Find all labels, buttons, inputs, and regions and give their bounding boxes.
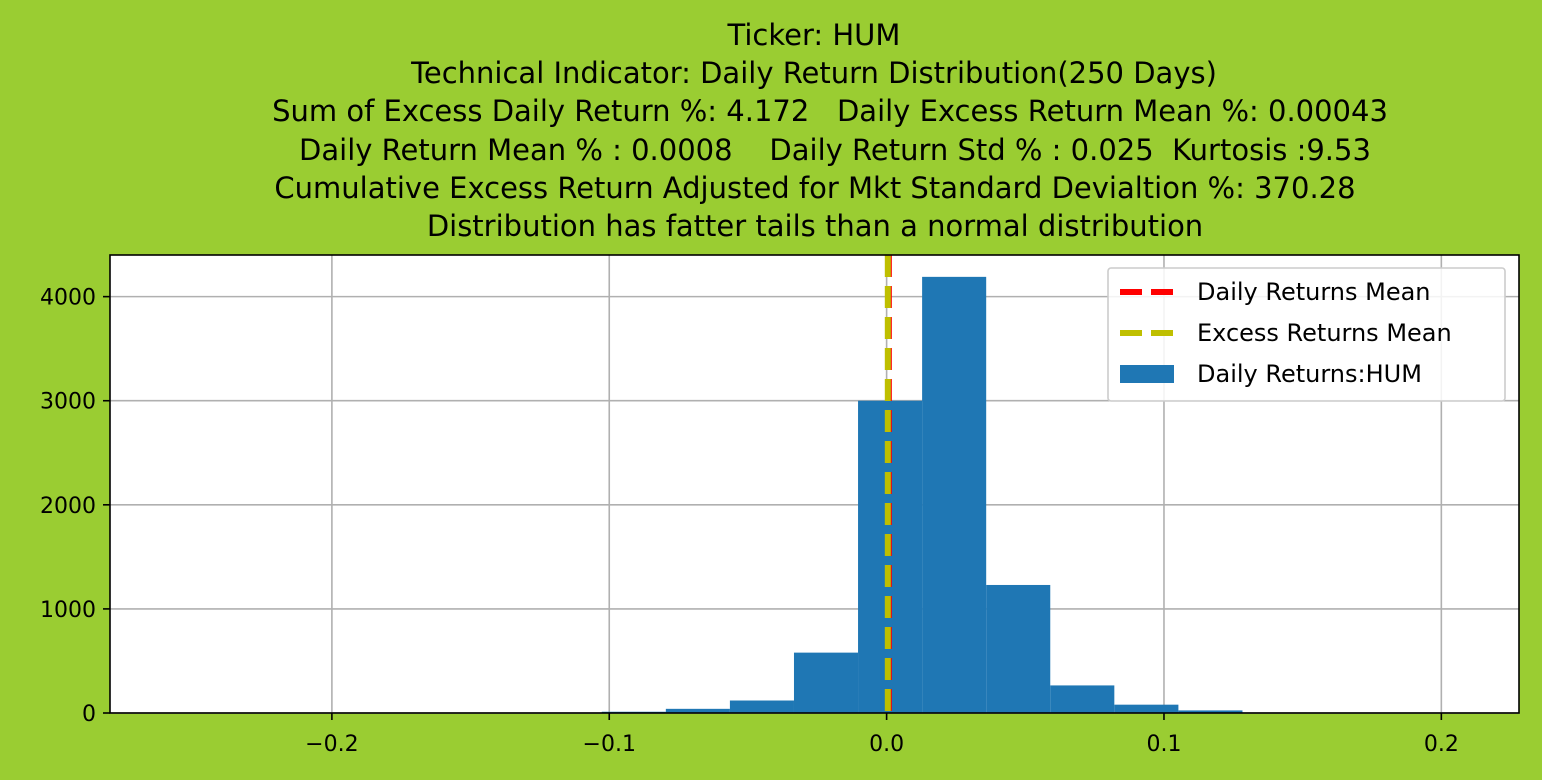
x-tick-label: −0.2 [305, 732, 358, 757]
title-line-return-stats: Daily Return Mean % : 0.0008 Daily Retur… [299, 133, 1371, 167]
histogram-bar [793, 652, 859, 713]
histogram-bar [922, 276, 987, 713]
axis-ticks: −0.2 −0.1 0.0 0.1 0.2 0 1000 2000 3000 4000 [40, 286, 1459, 757]
legend-label: Daily Returns Mean [1197, 278, 1431, 306]
histogram-bar [1114, 704, 1179, 713]
x-tick-label: 0.1 [1146, 732, 1181, 757]
y-tick-label: 4000 [40, 286, 96, 311]
plot-frame [109, 254, 1520, 714]
legend: Daily Returns Mean Excess Returns Mean Dai… [1107, 267, 1506, 402]
x-tick-label: 0.2 [1424, 732, 1459, 757]
title-line-tail-note: Distribution has fatter tails than a nor… [427, 209, 1203, 243]
y-tick-label: 3000 [40, 390, 96, 415]
legend-label: Excess Returns Mean [1197, 319, 1452, 347]
mean-lines [884, 255, 892, 713]
y-tick-label: 1000 [40, 598, 96, 623]
histogram-bar [1050, 685, 1115, 713]
histogram-bar [1178, 710, 1243, 713]
legend-label: Daily Returns:HUM [1197, 360, 1422, 388]
title-line-cumulative: Cumulative Excess Return Adjusted for Mk… [274, 171, 1355, 205]
title-line-ticker: Ticker: HUM [727, 18, 901, 52]
x-tick-label: 0.0 [869, 732, 904, 757]
legend-bar-swatch [1120, 365, 1174, 383]
y-tick-label: 2000 [40, 494, 96, 519]
x-tick-label: −0.1 [583, 732, 636, 757]
chart-title: Ticker: HUM Technical Indicator: Daily R… [272, 18, 1388, 243]
histogram-bar [729, 700, 794, 713]
title-line-excess-stats: Sum of Excess Daily Return %: 4.172 Dail… [272, 94, 1388, 128]
legend-box [1107, 267, 1506, 402]
title-line-indicator: Technical Indicator: Daily Return Distri… [410, 56, 1217, 90]
histogram-bar [986, 584, 1051, 713]
histogram-bars [153, 276, 1371, 713]
y-tick-label: 0 [82, 702, 96, 727]
histogram-bar [665, 708, 730, 713]
